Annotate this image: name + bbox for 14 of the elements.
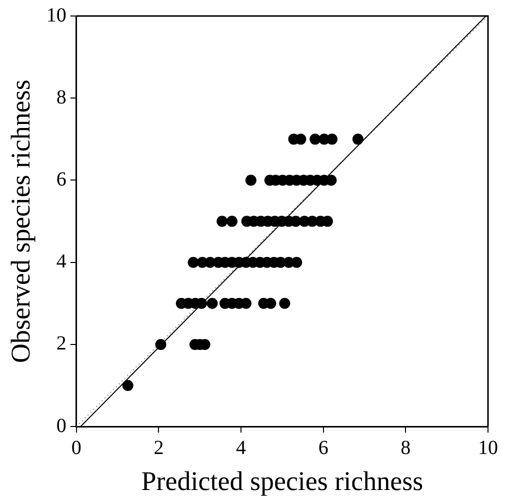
x-tick-label: 4 bbox=[236, 436, 246, 459]
y-tick-label: 4 bbox=[56, 250, 66, 273]
y-tick-label: 0 bbox=[56, 414, 66, 437]
x-tick-label: 8 bbox=[400, 436, 411, 459]
x-tick-label: 6 bbox=[318, 436, 328, 459]
x-tick-label: 10 bbox=[478, 436, 498, 459]
y-tick-label: 10 bbox=[46, 4, 66, 26]
x-tick-label: 0 bbox=[71, 436, 82, 459]
x-axis-title: Predicted species richness bbox=[141, 466, 424, 496]
y-tick-label: 8 bbox=[56, 86, 66, 108]
x-tick-label: 2 bbox=[154, 436, 164, 459]
y-tick-label: 6 bbox=[56, 168, 66, 190]
y-tick-label: 2 bbox=[56, 332, 66, 355]
y-axis-title: Observed species richness bbox=[5, 80, 36, 364]
